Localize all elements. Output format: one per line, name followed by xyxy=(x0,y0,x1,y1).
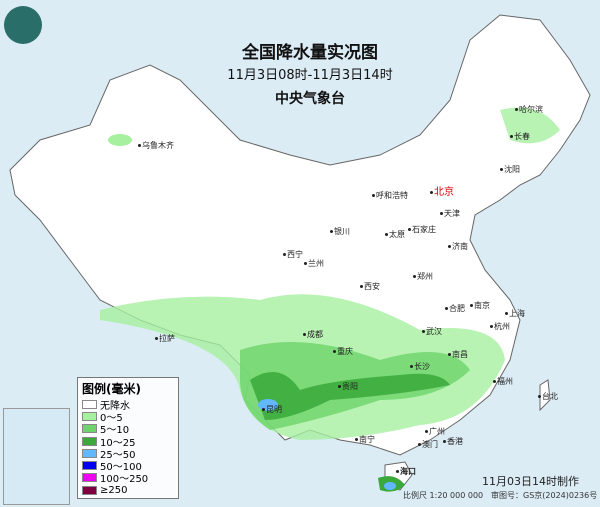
city-label: 太原 xyxy=(385,229,405,240)
legend-item: 10～25 xyxy=(82,435,174,449)
legend-item: 50～100 xyxy=(82,459,174,474)
legend-item: 100～250 xyxy=(82,472,174,486)
city-label: 澳门 xyxy=(418,439,438,450)
city-label: 杭州 xyxy=(490,321,510,332)
city-label: 郑州 xyxy=(413,271,433,282)
legend-swatch xyxy=(82,399,97,409)
city-label: 福州 xyxy=(493,376,513,387)
city-label: 南宁 xyxy=(355,434,375,445)
city-label: 长沙 xyxy=(410,361,430,372)
city-label: 呼和浩特 xyxy=(372,190,408,201)
city-label: 济南 xyxy=(448,241,468,252)
city-label: 上海 xyxy=(505,308,525,319)
city-label: 合肥 xyxy=(445,303,465,314)
city-label: 香港 xyxy=(443,436,463,447)
city-label: 台北 xyxy=(538,391,558,402)
city-label: 天津 xyxy=(440,208,460,219)
city-label: 昆明 xyxy=(262,404,282,415)
rain-xinjiang xyxy=(108,134,132,146)
rain-hainan-25-50 xyxy=(384,482,396,490)
legend-label: 25～50 xyxy=(100,449,136,461)
legend-label: 5～10 xyxy=(100,425,130,437)
city-label: 沈阳 xyxy=(500,164,520,175)
legend-label: ≥250 xyxy=(100,484,128,496)
city-label: 成都 xyxy=(303,329,323,340)
map-title: 全国降水量实况图 xyxy=(242,43,378,63)
city-label: 重庆 xyxy=(333,346,353,357)
map-scale: 比例尺 1:20 000 000 xyxy=(403,491,484,500)
legend-swatch xyxy=(82,448,97,458)
city-label: 哈尔滨 xyxy=(515,104,543,115)
city-label: 银川 xyxy=(330,226,350,237)
city-label: 拉萨 xyxy=(155,333,175,344)
city-label-capital: 北京 xyxy=(430,183,454,198)
city-label: 海口 xyxy=(396,466,416,477)
legend-label: 无降水 xyxy=(100,400,130,412)
city-label: 西安 xyxy=(360,281,380,292)
legend-label: 10～25 xyxy=(100,437,136,449)
city-label: 广州 xyxy=(425,426,445,437)
legend-label: 100～250 xyxy=(100,474,149,486)
legend-swatch xyxy=(82,485,97,495)
legend: 图例(毫米) 无降水 0～5 5～10 10～25 25～50 50～100 100～250… xyxy=(77,377,179,500)
legend-swatch xyxy=(82,436,97,446)
legend-label: 0～5 xyxy=(100,412,123,424)
city-label: 兰州 xyxy=(304,258,324,269)
map-agency: 中央气象台 xyxy=(275,91,345,107)
city-label: 南昌 xyxy=(448,349,468,360)
legend-item: 无降水 xyxy=(82,398,174,412)
city-label: 武汉 xyxy=(422,326,442,337)
legend-swatch xyxy=(82,411,97,421)
legend-item: 0～5 xyxy=(82,410,174,424)
legend-item: 5～10 xyxy=(82,423,174,437)
south-china-sea-inset xyxy=(3,408,70,505)
map-period: 11月3日08时-11月3日14时 xyxy=(227,68,393,83)
production-time: 11月03日14时制作 xyxy=(482,475,579,488)
legend-swatch xyxy=(82,424,97,434)
city-label: 南京 xyxy=(470,300,490,311)
legend-label: 50～100 xyxy=(100,462,142,474)
legend-item: 25～50 xyxy=(82,447,174,461)
cma-logo xyxy=(4,6,42,44)
city-label: 贵阳 xyxy=(338,381,358,392)
legend-title: 图例(毫米) xyxy=(82,382,141,396)
city-label: 乌鲁木齐 xyxy=(138,140,174,151)
city-label: 西宁 xyxy=(283,249,303,260)
city-label: 石家庄 xyxy=(408,224,436,235)
city-label: 长春 xyxy=(510,131,530,142)
legend-swatch xyxy=(82,473,97,483)
legend-item: ≥250 xyxy=(82,484,174,496)
map-review-number: 审图号：GS京(2024)0236号 xyxy=(491,491,598,500)
legend-swatch xyxy=(82,461,97,471)
rain-10-25 xyxy=(250,372,450,420)
